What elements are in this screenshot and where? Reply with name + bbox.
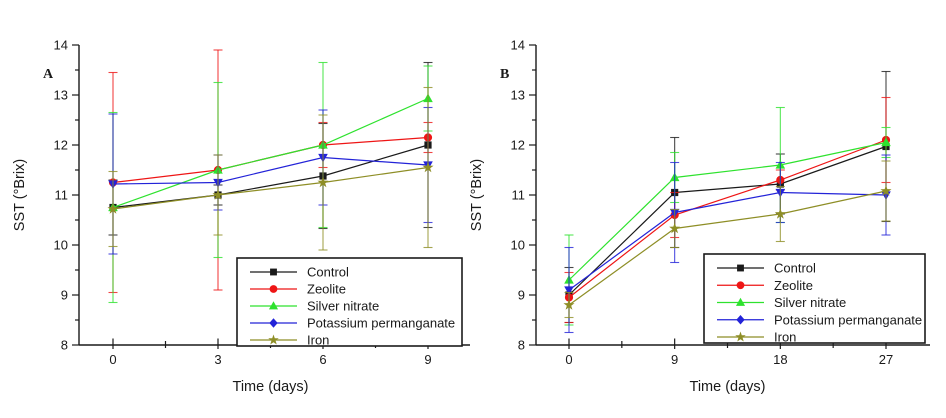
marker-silver-nitrate [881,137,891,147]
x-axis-title: Time (days) [233,379,309,395]
line-silver-nitrate [568,141,887,281]
line-control [568,145,887,296]
legend-marker-circle-icon [736,281,745,290]
marker-iron [422,161,434,173]
legend-label: Control [307,265,349,280]
line-iron [112,166,429,210]
panel-a: 8 9 10 11 12 13 14 0 3 6 9 Time (days) SST (°Brix) A C… [12,38,470,395]
marker-iron [669,222,681,234]
legend-label: Iron [774,330,796,345]
legend-marker-circle-icon [269,285,278,293]
legend-item-potassium-permanganate: Potassium permanganate [250,316,455,331]
marker-iron [212,189,224,200]
x-tick-label: 9 [424,352,431,367]
legend-item-iron: Iron [250,333,329,348]
line-zeolite [112,136,429,184]
y-tick-labels: 8 9 10 11 12 13 14 [54,38,68,353]
marker-iron [317,176,329,188]
marker-iron [880,185,892,196]
legend-label: Iron [307,333,329,348]
series-potassium-permanganate [108,106,433,255]
legend-item-control: Control [717,261,816,276]
legend-marker-triangle-up-icon [268,301,279,310]
x-axis-title: Time (days) [690,379,766,395]
y-tick-label: 13 [511,88,525,103]
legend-marker-diamond-icon [269,318,278,328]
legend-item-iron: Iron [717,330,796,345]
marker-potassium-permanganate [564,286,574,295]
legend-label: Zeolite [307,282,346,297]
legend-item-silver-nitrate: Silver nitrate [250,299,379,314]
line-control [112,144,429,209]
x-tick-label: 0 [109,352,116,367]
line-silver-nitrate [112,97,429,209]
series-iron [107,86,434,251]
x-tick-labels: 0 3 6 9 [109,352,431,367]
y-axis-title: SST (°Brix) [12,159,28,231]
y-tick-label: 14 [54,38,68,53]
legend-marker-square-icon [737,264,744,272]
y-tick-label: 9 [518,288,525,303]
x-tick-label: 6 [319,352,326,367]
error-bars-zeolite [108,49,433,294]
y-tick-label: 10 [54,238,68,253]
legend-item-control: Control [250,265,349,280]
series-iron [563,160,892,319]
y-ticks [72,44,79,346]
marker-iron [107,203,119,214]
line-iron [568,190,887,306]
legend-marker-diamond-icon [736,315,745,325]
x-tick-label: 3 [214,352,221,367]
x-tick-label: 9 [671,352,678,367]
y-tick-label: 10 [511,238,525,253]
legend-item-zeolite: Zeolite [250,282,346,297]
marker-iron [563,299,575,310]
y-tick-label: 8 [61,338,68,353]
legend-label: Potassium permanganate [774,312,922,327]
legend-marker-triangle-up-icon [735,297,746,306]
y-tick-label: 11 [55,188,69,203]
error-bars-iron [108,86,433,251]
series-zeolite [108,49,433,294]
legend-marker-star-icon [735,331,746,342]
legend-label: Silver nitrate [307,299,379,314]
legend-item-zeolite: Zeolite [717,278,813,293]
y-tick-label: 8 [518,338,525,353]
legend: Control Zeolite Silver nitrate Potassium pe… [703,253,926,345]
y-tick-label: 12 [511,138,525,153]
marker-iron [774,208,786,219]
panel-b: 8 9 10 11 12 13 14 0 9 18 27 Time (days) SST (°Brix)… [469,38,930,395]
x-tick-label: 27 [879,352,893,367]
y-tick-label: 12 [54,138,68,153]
y-tick-label: 14 [511,38,525,53]
y-axis-title: SST (°Brix) [469,159,485,231]
line-zeolite [568,139,887,298]
y-ticks [529,44,536,346]
panel-letter: B [500,67,509,82]
legend-item-potassium-permanganate: Potassium permanganate [717,312,922,327]
y-tick-label: 11 [512,188,526,203]
x-tick-label: 0 [565,352,572,367]
y-tick-label: 13 [54,88,68,103]
legend-item-silver-nitrate: Silver nitrate [717,295,846,310]
y-tick-labels: 8 9 10 11 12 13 14 [511,38,525,353]
x-tick-label: 18 [773,352,787,367]
line-potassium-permanganate [112,156,429,185]
error-bars-potassium-permanganate [108,106,433,255]
legend-marker-square-icon [270,268,277,276]
series-control [108,61,433,236]
legend-label: Zeolite [774,278,813,293]
legend: Control Zeolite Silver nitrate Potassium pe… [236,257,463,348]
x-tick-labels: 0 9 18 27 [565,352,893,367]
legend-label: Potassium permanganate [307,316,455,331]
line-potassium-permanganate [568,191,887,291]
panel-letter: A [43,67,54,82]
y-tick-label: 9 [61,288,68,303]
legend-label: Control [774,261,816,276]
error-bars-control [108,61,433,236]
legend-marker-star-icon [268,334,279,345]
legend-label: Silver nitrate [774,295,846,310]
